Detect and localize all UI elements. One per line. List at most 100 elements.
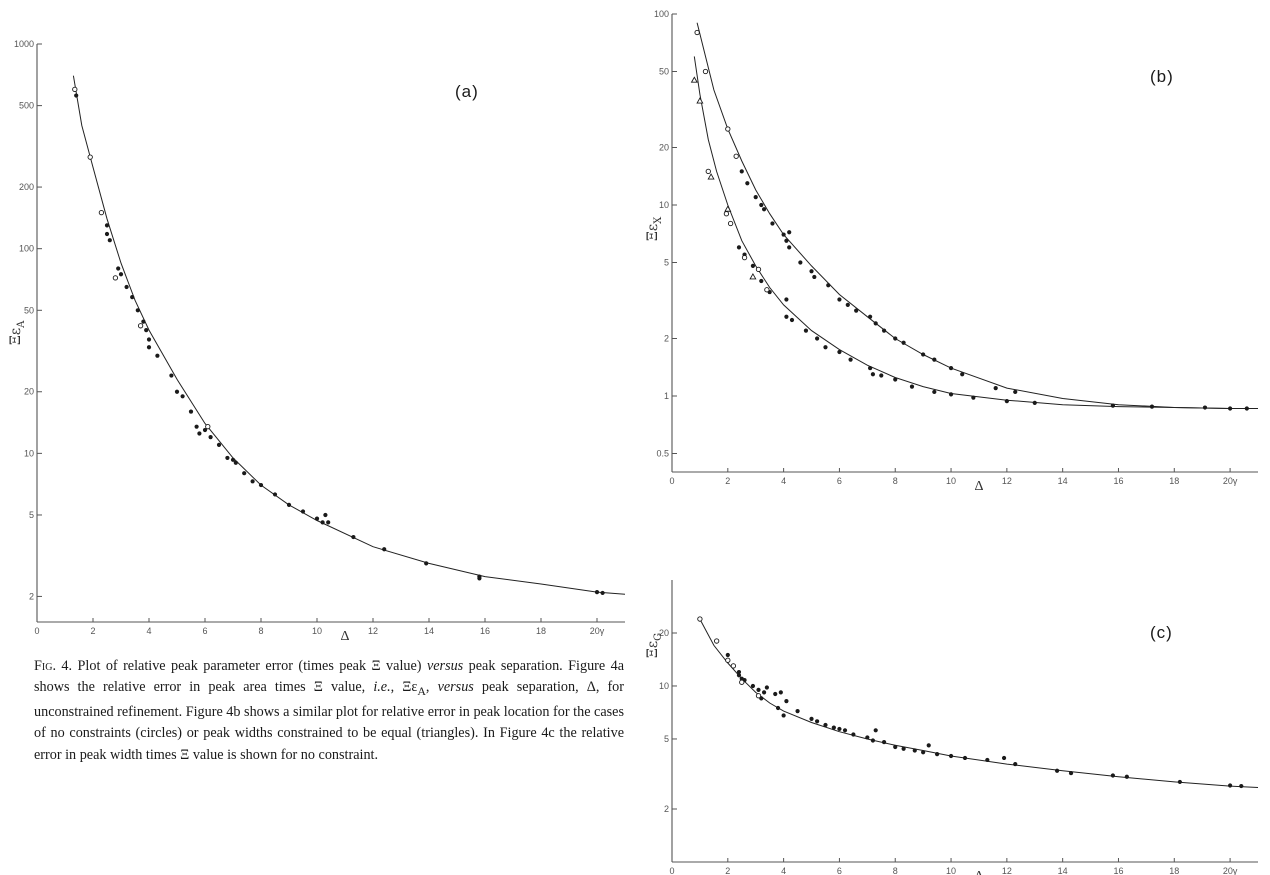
data-point	[258, 482, 264, 488]
x-tick-label: 18	[1169, 866, 1179, 875]
data-point-open	[713, 638, 720, 644]
y-tick-label: 0.5	[656, 448, 669, 458]
data-point	[753, 194, 758, 200]
data-point	[1068, 770, 1074, 776]
x-tick-label: 8	[258, 626, 263, 636]
data-point	[901, 746, 906, 751]
x-tick-label: 10	[312, 626, 322, 636]
data-point-open	[730, 663, 737, 669]
data-point	[921, 352, 926, 357]
data-point	[812, 274, 817, 280]
y-tick-label: 1	[664, 391, 669, 401]
data-point	[135, 308, 140, 313]
data-point	[323, 512, 328, 518]
data-point	[600, 590, 605, 596]
data-point	[1001, 755, 1007, 761]
x-tick-label: 0	[669, 866, 674, 875]
data-point-triangle	[696, 97, 704, 104]
data-point	[250, 479, 255, 484]
data-point-triangle	[707, 173, 715, 180]
data-point	[823, 345, 828, 350]
x-tick-label: 4	[781, 476, 786, 486]
data-point	[146, 337, 152, 342]
data-point	[823, 722, 828, 728]
x-tick-label: 10	[946, 866, 956, 875]
data-point	[948, 365, 954, 371]
data-point	[477, 576, 482, 581]
caption-subscript: A	[417, 684, 426, 699]
data-point	[837, 726, 842, 732]
x-tick-label: 12	[1002, 476, 1012, 486]
data-point	[320, 520, 325, 525]
panel-a: 0 2 4 6 8 10 12 14 16 18 20γ 2 5 10 20 50 100 200 500 1000 Δ…	[8, 39, 626, 644]
data-point	[873, 728, 878, 733]
data-point-open	[741, 255, 748, 261]
caption-text: peak separation. Figure 4a shows the rel…	[34, 658, 625, 696]
data-point-open	[764, 287, 770, 293]
panel-label: (c)	[1150, 623, 1173, 642]
data-point	[848, 357, 853, 362]
data-point	[180, 394, 185, 399]
data-point	[761, 690, 767, 695]
data-point	[130, 295, 135, 300]
x-tick-label: 14	[424, 626, 434, 636]
x-tick-label: 14	[1058, 866, 1068, 875]
x-tick-label: 12	[368, 626, 378, 636]
data-point	[144, 328, 149, 333]
data-point	[736, 245, 742, 250]
y-axis-symbol: Ξε	[645, 224, 661, 241]
y-tick-label: 100	[19, 244, 34, 254]
data-point	[141, 319, 146, 324]
y-tick-label: 50	[24, 305, 34, 315]
y-tick-label: 2	[29, 591, 34, 601]
x-tick-label: 10	[946, 476, 956, 486]
data-point	[759, 202, 764, 208]
x-tick-label: 6	[837, 476, 842, 486]
x-tick-label: 20γ	[590, 626, 605, 636]
data-point	[750, 263, 756, 268]
data-point	[194, 424, 199, 429]
y-tick-label: 2	[664, 333, 669, 343]
data-point	[351, 534, 356, 540]
caption-italic: i.e.	[373, 679, 391, 696]
data-point	[870, 372, 876, 377]
data-point	[854, 308, 859, 313]
data-point	[901, 340, 906, 345]
data-point	[868, 314, 873, 319]
data-point	[868, 365, 873, 371]
y-tick-label: 50	[659, 66, 669, 76]
data-point	[1004, 399, 1009, 404]
data-point	[784, 314, 789, 319]
data-point	[870, 738, 876, 743]
data-point	[865, 735, 870, 740]
data-point	[208, 435, 213, 440]
data-point	[1177, 779, 1182, 785]
data-point	[155, 353, 160, 358]
x-tick-label: 16	[480, 626, 490, 636]
data-point	[784, 238, 789, 243]
data-point	[326, 520, 331, 525]
data-point	[1202, 405, 1208, 410]
data-point	[993, 385, 998, 391]
data-point	[778, 690, 783, 695]
data-point	[739, 169, 744, 174]
data-point	[286, 502, 292, 508]
data-point	[764, 685, 769, 690]
data-point	[242, 471, 247, 476]
data-point	[188, 409, 194, 414]
data-point	[770, 221, 775, 226]
data-point	[225, 455, 230, 461]
data-point	[851, 732, 856, 737]
data-point-open	[755, 693, 762, 699]
y-tick-label: 500	[19, 101, 34, 111]
data-point	[382, 547, 387, 552]
data-point	[216, 442, 222, 447]
data-point	[932, 357, 937, 362]
data-point	[174, 389, 180, 394]
y-tick-label: 10	[659, 200, 669, 210]
y-tick-label: 5	[664, 257, 669, 267]
x-tick-label: 20γ	[1223, 476, 1238, 486]
y-axis-subscript: G	[653, 633, 664, 641]
data-point	[300, 509, 306, 514]
